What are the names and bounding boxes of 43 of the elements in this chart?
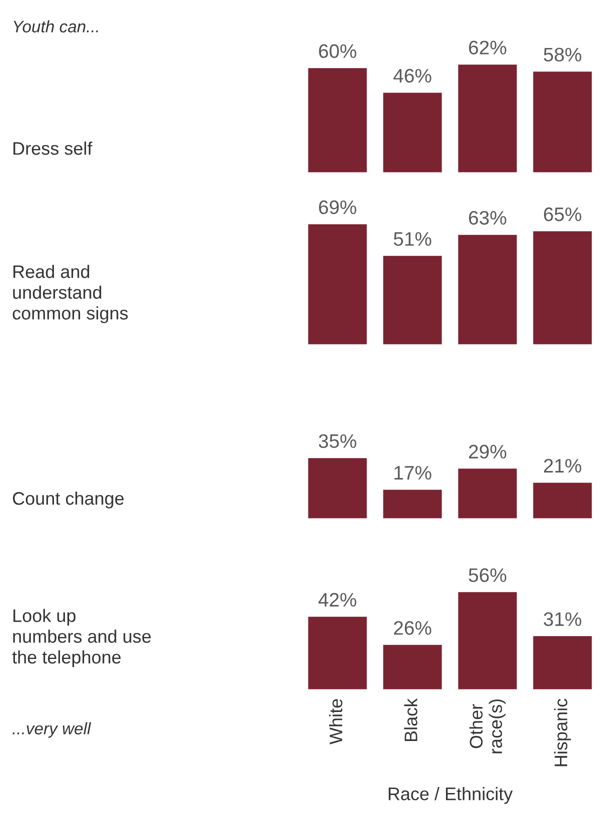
data-label: 46% [393, 68, 432, 83]
x-tick-label: Other race(s) [469, 699, 506, 754]
bar [382, 488, 444, 519]
x-axis-title: Race / Ethnicity [388, 787, 513, 804]
y-axis-title: Read and understand common signs [12, 264, 128, 324]
data-label: 58% [544, 48, 582, 62]
x-tick-label: Hispanic [554, 698, 571, 766]
bar [306, 615, 368, 690]
bar [456, 590, 518, 690]
bar [532, 230, 594, 345]
bar [532, 70, 594, 173]
data-label: 42% [318, 592, 356, 607]
data-label: 65% [544, 207, 582, 222]
text: Youth can... [14, 20, 98, 32]
bar [456, 467, 518, 519]
x-tick-label: Black [404, 698, 418, 742]
data-label: 26% [394, 621, 432, 635]
bar [306, 222, 368, 345]
data-label: 56% [468, 568, 506, 582]
data-label: 29% [469, 444, 506, 459]
data-label: 60% [319, 44, 356, 58]
y-axis-title: Look up numbers and use the telephone [12, 608, 151, 668]
y-axis-title: Count change [12, 492, 124, 508]
text: ...very well [12, 722, 92, 738]
bar [306, 456, 368, 519]
y-axis-title: Dress self [13, 142, 92, 155]
bar [306, 66, 368, 173]
x-tick-label: White [329, 699, 342, 744]
bar [382, 644, 444, 690]
data-label: 51% [394, 232, 432, 246]
data-label: 17% [394, 466, 432, 480]
bar [532, 481, 594, 519]
data-label: 31% [544, 612, 582, 626]
bar [382, 91, 444, 173]
data-label: 21% [544, 458, 582, 473]
bar [456, 233, 518, 345]
data-label: 62% [469, 40, 506, 54]
bar [456, 63, 518, 173]
data-label: 69% [319, 200, 356, 214]
bar [382, 254, 444, 345]
bar [532, 634, 594, 690]
data-label: 35% [318, 434, 356, 448]
data-label: 63% [469, 210, 506, 225]
